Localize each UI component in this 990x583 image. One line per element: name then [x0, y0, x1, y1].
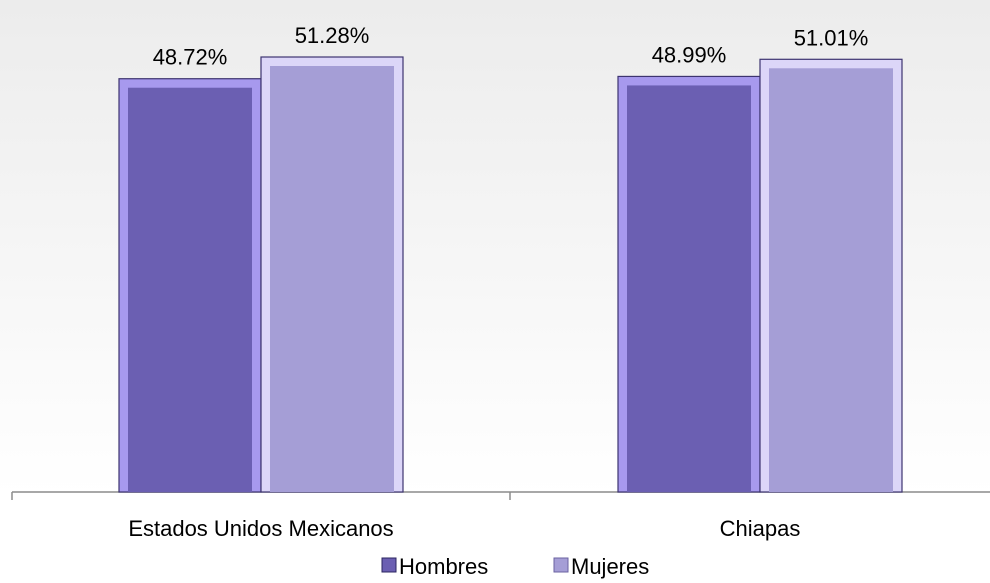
legend-swatch-hombres — [381, 557, 397, 573]
bar-mujeres — [260, 56, 404, 493]
bar-hombres — [617, 75, 761, 493]
data-label: 51.01% — [794, 25, 869, 50]
bar-mujeres — [759, 58, 903, 493]
bar-face — [769, 68, 893, 492]
bar-face — [128, 87, 252, 492]
category-label: Estados Unidos Mexicanos — [128, 516, 393, 541]
data-label: 51.28% — [295, 23, 370, 48]
legend-label-mujeres: Mujeres — [571, 554, 649, 579]
data-label: 48.72% — [153, 45, 228, 70]
bar-face — [627, 85, 751, 492]
legend: Hombres Mujeres — [381, 554, 649, 579]
bar-hombres — [118, 78, 262, 493]
bar-face — [270, 66, 394, 492]
legend-swatch-mujeres — [553, 557, 569, 573]
data-label: 48.99% — [652, 42, 727, 67]
category-label: Chiapas — [720, 516, 801, 541]
legend-label-hombres: Hombres — [399, 554, 488, 579]
